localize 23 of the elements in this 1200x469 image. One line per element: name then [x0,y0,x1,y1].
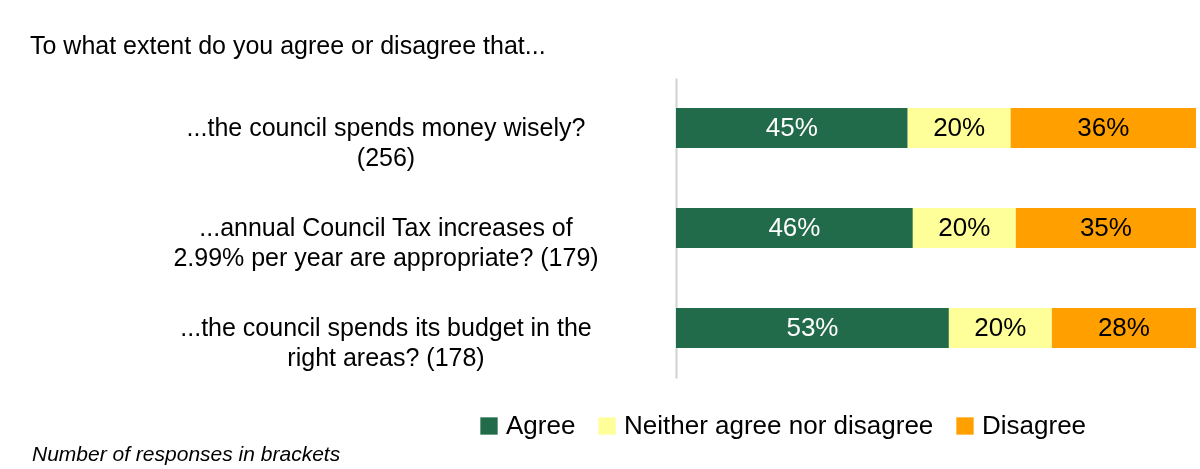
data-label: 28% [1097,312,1150,342]
data-label: 45% [765,112,818,142]
y-tick-label: ...the council spends its budget in the right areas? (178) [180,313,592,371]
data-label: 53% [786,312,839,342]
data-label: 35% [1079,212,1132,242]
y-tick-label: ...annual Council Tax increases of 2.99% per year are appropriate? (179) [173,213,599,271]
bar [1015,208,1196,248]
bar [676,308,949,348]
bar [1010,108,1196,148]
data-label: 20% [938,212,991,242]
legend-label: Agree [506,410,576,440]
text: Number of responses in brackets [32,442,341,465]
data-label: 20% [933,112,986,142]
data-label: 36% [1077,112,1130,142]
bar [676,208,913,248]
text: To what extent do you agree or disagree that... [30,31,546,59]
bar [676,108,908,148]
data-label: 46% [768,212,821,242]
y-tick-label: ...the council spends money wisely? (256) [186,113,586,171]
data-label: 20% [974,312,1027,342]
legend-label: Neither agree nor disagree [624,410,934,440]
bar [1051,308,1196,348]
legend-label: Disagree [982,410,1087,440]
